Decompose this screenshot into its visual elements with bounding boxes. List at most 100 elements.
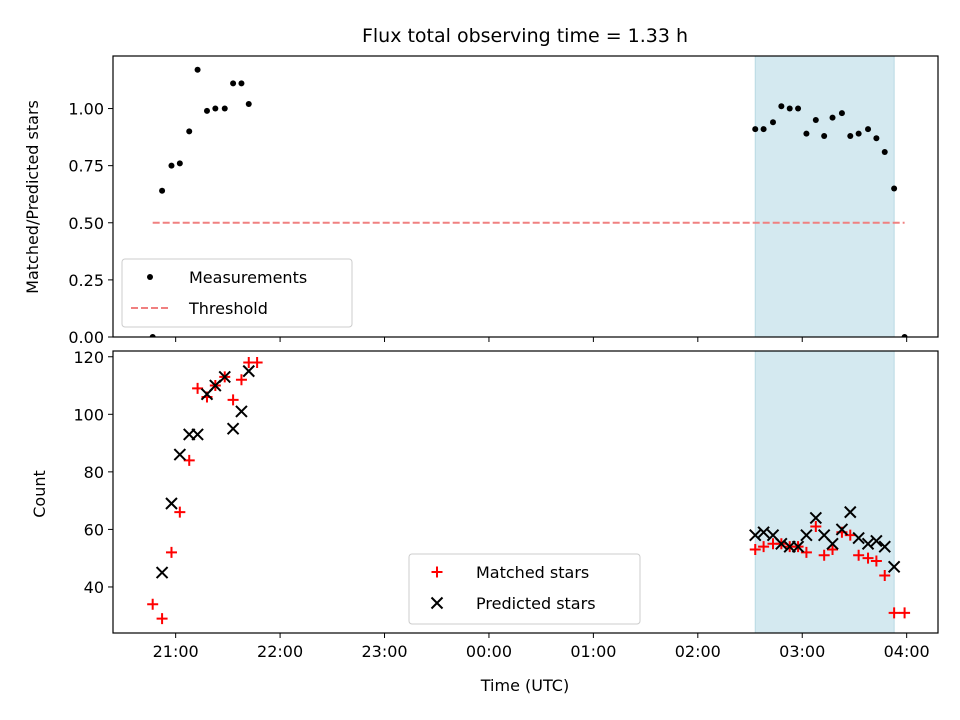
measurements-point xyxy=(795,105,802,112)
matched-stars-point xyxy=(870,555,882,567)
legend-predicted-stars-swatch xyxy=(430,596,444,610)
legend-measurements-swatch xyxy=(147,274,153,280)
measurements-point xyxy=(829,114,836,121)
measurements-point xyxy=(821,132,828,139)
matched-stars-point xyxy=(156,613,168,625)
legend-label: Predicted stars xyxy=(476,594,596,613)
legend-label: Measurements xyxy=(189,268,307,287)
predicted-stars-point xyxy=(852,531,865,545)
y-tick-label: 0.50 xyxy=(68,214,104,233)
matched-stars-point xyxy=(174,506,186,518)
y-tick-label: 40 xyxy=(84,578,104,597)
matched-stars-point xyxy=(810,521,822,533)
predicted-stars-point xyxy=(861,537,875,551)
predicted-stars-point xyxy=(870,534,883,548)
predicted-stars-point xyxy=(800,528,813,542)
measurements-point xyxy=(186,128,193,135)
matched-stars-point xyxy=(251,357,263,369)
measurements-point xyxy=(176,160,183,167)
measurements-point xyxy=(770,119,776,126)
predicted-stars-point xyxy=(835,523,849,536)
y-tick-label: 120 xyxy=(73,348,104,367)
matched-stars-point xyxy=(888,607,900,619)
top-panel: 0.00 0.25 0.50 0.75 1.00 Measurements Threshol… xyxy=(68,55,939,347)
measurements-point xyxy=(203,107,210,114)
measurements-point xyxy=(221,105,228,112)
predicted-stars-point xyxy=(749,528,762,542)
matched-stars-point xyxy=(879,569,891,581)
predicted-stars-point xyxy=(191,428,204,441)
predicted-stars-point xyxy=(791,540,805,553)
measurements-point xyxy=(873,135,880,142)
predicted-stars-point xyxy=(757,526,770,539)
y-tick-label: 60 xyxy=(84,520,104,539)
measurements-point xyxy=(238,80,245,87)
matched-stars-point xyxy=(749,544,761,556)
chart-title: Flux total observing time = 1.33 h xyxy=(362,25,688,47)
measurements-point xyxy=(865,126,872,133)
y-tick-label: 1.00 xyxy=(68,100,104,119)
measurements-point xyxy=(212,105,219,112)
y-tick-label: 0.25 xyxy=(68,271,104,290)
matched-stars-point xyxy=(899,607,911,619)
observing-interval-shade xyxy=(754,56,895,337)
legend-box xyxy=(408,553,641,625)
matched-stars-point xyxy=(818,549,830,561)
y-tick-label: 80 xyxy=(84,463,104,482)
matched-stars-point xyxy=(235,374,247,386)
x-tick-label: 01:00 xyxy=(570,642,616,661)
x-tick-label: 21:00 xyxy=(153,642,199,661)
predicted-stars-point xyxy=(775,537,788,551)
y-tick-label: 0.75 xyxy=(68,157,104,176)
measurements-point xyxy=(149,334,156,337)
predicted-stars-point xyxy=(165,497,178,510)
x-tick-label: 00:00 xyxy=(466,642,512,661)
y-tick-label: 0.00 xyxy=(68,328,104,347)
predicted-stars-point xyxy=(878,540,891,553)
legend-label: Matched stars xyxy=(476,563,589,582)
predicted-stars-point xyxy=(235,405,248,418)
bottom-y-axis-label: Count xyxy=(30,470,49,518)
measurements-point xyxy=(194,66,201,73)
observing-interval-shade xyxy=(754,351,895,633)
predicted-stars-point xyxy=(887,560,901,574)
measurements-point xyxy=(847,132,854,139)
bottom-legend: Matched stars Predicted stars xyxy=(408,553,641,625)
measurements-point xyxy=(778,103,785,110)
predicted-stars-point xyxy=(809,511,823,525)
measurements-point xyxy=(812,116,819,123)
predicted-stars-point xyxy=(226,422,240,435)
matched-stars-point xyxy=(853,549,865,561)
predicted-stars-point xyxy=(173,448,187,461)
measurements-point xyxy=(803,130,810,137)
measurements-point xyxy=(159,187,166,194)
predicted-stars-point xyxy=(242,364,255,378)
top-y-axis-label: Matched/Predicted stars xyxy=(23,100,42,294)
x-tick-label: 23:00 xyxy=(361,642,407,661)
bottom-axes-frame xyxy=(112,350,939,634)
predicted-stars-point xyxy=(155,566,169,579)
matched-stars-point xyxy=(862,552,874,564)
measurements-point xyxy=(786,105,793,112)
measurements-point xyxy=(752,126,759,133)
matched-stars-point xyxy=(183,454,195,466)
bottom-plot-area xyxy=(147,351,911,633)
legend-matched-stars-swatch xyxy=(431,566,443,578)
matched-stars-point xyxy=(227,394,239,406)
legend-label: Threshold xyxy=(188,299,268,318)
top-legend: Measurements Threshold xyxy=(121,258,353,328)
matched-stars-point xyxy=(827,544,839,556)
measurements-point xyxy=(168,162,175,169)
bottom-panel: 21:00 22:00 23:00 00:00 01:00 02:00 03:00 04:00… xyxy=(73,348,939,661)
matched-stars-point xyxy=(147,598,159,610)
predicted-stars-point xyxy=(844,505,857,519)
x-tick-label: 03:00 xyxy=(779,642,825,661)
measurements-point xyxy=(245,100,252,107)
predicted-stars-point xyxy=(218,370,231,384)
x-axis-label: Time (UTC) xyxy=(480,676,569,695)
top-plot-area xyxy=(149,56,908,337)
legend-box xyxy=(121,258,353,328)
matched-stars-point xyxy=(192,382,204,394)
x-tick-label: 22:00 xyxy=(257,642,303,661)
